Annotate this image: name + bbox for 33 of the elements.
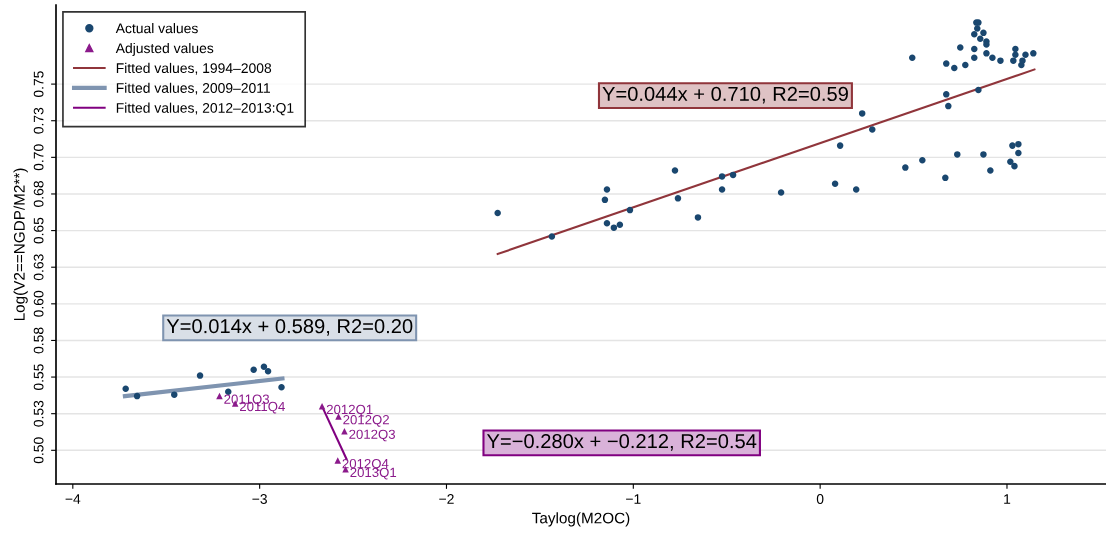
point <box>318 403 326 410</box>
x-tick-label: 0 <box>816 494 824 504</box>
point <box>334 457 341 464</box>
annotation: Y=−0.280x + −0.212, R2=0.54 <box>486 434 757 451</box>
y-tick-label: 0.75 <box>33 71 44 98</box>
annotation: Y=0.014x + 0.589, R2=0.20 <box>166 319 413 336</box>
x-tick-label: 1 <box>1004 494 1011 504</box>
point <box>341 428 348 435</box>
y-tick-label: 0.68 <box>33 181 44 207</box>
y-tick-label: 0.50 <box>33 437 44 464</box>
data-label: 2012Q3 <box>349 429 396 442</box>
x-tick-label: −3 <box>252 494 267 504</box>
y-tick-label: 0.53 <box>33 400 44 427</box>
y-tick-label: 0.73 <box>33 107 44 134</box>
legend-label: Fitted values, 2009–2011 <box>116 82 270 95</box>
y-tick-label: 0.60 <box>33 290 44 317</box>
x-tick-label: −4 <box>65 494 81 504</box>
y-tick-label: 0.70 <box>33 144 44 171</box>
data-label: 2012Q1 <box>326 404 373 417</box>
legend-label: Fitted values, 1994–2008 <box>116 62 272 75</box>
y-tick-label: 0.63 <box>33 254 44 281</box>
y-axis-title: Log(V2==NGDP/M2**) <box>13 168 28 321</box>
y-tick-label: 0.58 <box>33 327 44 354</box>
x-axis-title: Taylog(M2OC) <box>532 512 630 527</box>
annotation: Y=0.044x + 0.710, R2=0.59 <box>602 86 848 104</box>
x-tick-label: −1 <box>626 494 641 504</box>
x-tick-label: −2 <box>439 494 454 504</box>
y-tick-label: 0.65 <box>33 217 44 244</box>
data-label: 2012Q2 <box>343 414 389 427</box>
legend-label: Adjusted values <box>115 42 214 56</box>
legend-label: Fitted values, 2012–2013:Q1 <box>116 102 294 116</box>
y-tick-label: 0.55 <box>33 364 44 391</box>
legend-label: Actual values <box>115 23 198 34</box>
